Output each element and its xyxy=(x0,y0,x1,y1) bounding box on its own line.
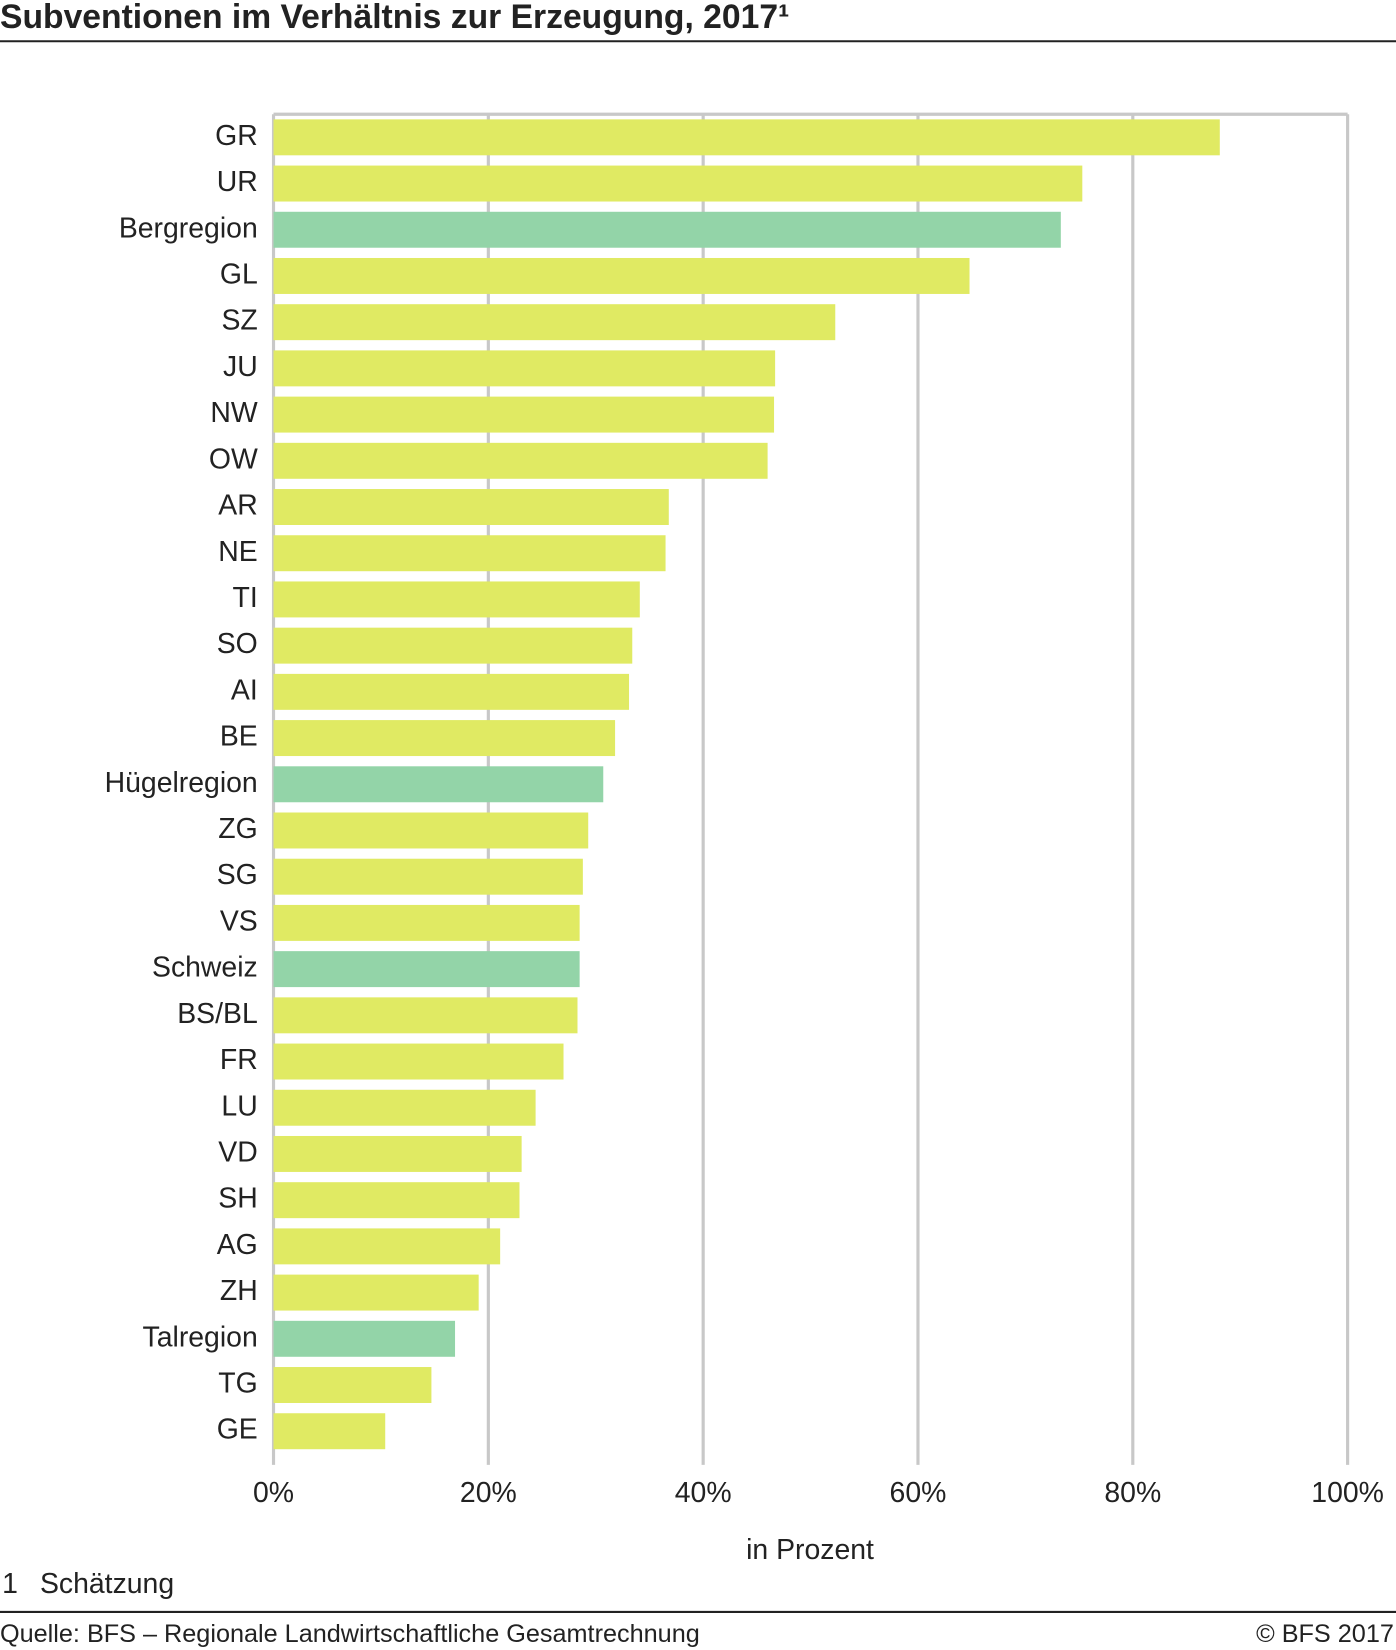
x-tick-label: 40% xyxy=(675,1477,732,1509)
bar xyxy=(273,1135,522,1172)
y-tick-label: BS/BL xyxy=(177,998,258,1030)
bar xyxy=(273,442,768,479)
x-tick-label: 100% xyxy=(1311,1477,1384,1509)
y-tick-label: UR xyxy=(217,166,258,198)
bar xyxy=(273,489,669,525)
bar xyxy=(273,257,970,294)
bar xyxy=(273,1274,479,1311)
chart-title: Subventionen im Verhältnis zur Erzeugung… xyxy=(0,0,789,36)
bar xyxy=(273,673,630,710)
y-tick-label: NE xyxy=(218,536,257,568)
bar xyxy=(273,858,583,895)
y-tick-label: NW xyxy=(210,397,257,429)
bar xyxy=(273,1320,456,1357)
footnote-marker: 1 xyxy=(2,1568,18,1600)
bar xyxy=(273,535,666,572)
bar xyxy=(273,1367,432,1403)
bar xyxy=(273,997,578,1034)
bar xyxy=(273,1089,536,1126)
copyright: © BFS 2017 xyxy=(1256,1620,1394,1648)
bar xyxy=(273,720,616,757)
y-tick-label: SZ xyxy=(221,305,257,337)
bar xyxy=(273,904,580,941)
y-tick-label: AR xyxy=(218,489,257,521)
x-tick-label: 60% xyxy=(890,1477,947,1509)
bar xyxy=(273,350,776,387)
y-tick-label: Bergregion xyxy=(119,212,258,244)
y-tick-label: AG xyxy=(217,1229,258,1261)
y-tick-label: FR xyxy=(220,1044,258,1076)
x-tick-label: 20% xyxy=(460,1477,517,1509)
y-tick-label: GR xyxy=(215,120,258,152)
y-tick-label: Talregion xyxy=(143,1321,258,1353)
y-tick-label: GE xyxy=(217,1414,258,1446)
y-tick-label: SO xyxy=(217,628,258,660)
bar xyxy=(273,1182,520,1219)
bar xyxy=(273,766,604,803)
bar xyxy=(273,396,775,433)
y-tick-label: SH xyxy=(218,1183,257,1215)
bar xyxy=(273,627,633,664)
bar xyxy=(273,304,836,341)
x-tick-label: 80% xyxy=(1104,1477,1161,1509)
bar xyxy=(273,1043,564,1080)
bar xyxy=(273,812,589,849)
y-tick-label: TG xyxy=(218,1367,257,1399)
bar xyxy=(273,951,580,988)
bar xyxy=(273,165,1083,202)
y-tick-label: Hügelregion xyxy=(105,767,258,799)
y-tick-label: JU xyxy=(223,351,258,383)
footnote: Schätzung xyxy=(40,1568,174,1600)
y-tick-label: SG xyxy=(217,859,258,891)
y-tick-label: Schweiz xyxy=(152,952,258,984)
y-tick-label: VS xyxy=(220,905,258,937)
y-tick-label: OW xyxy=(209,443,258,475)
source: Quelle: BFS – Regionale Landwirtschaftli… xyxy=(0,1620,700,1648)
y-tick-label: AI xyxy=(231,674,258,706)
y-tick-label: ZH xyxy=(220,1275,258,1307)
y-tick-label: TI xyxy=(232,582,257,614)
y-tick-label: VD xyxy=(218,1136,257,1168)
y-tick-label: LU xyxy=(221,1090,257,1122)
x-axis-label: in Prozent xyxy=(746,1534,874,1566)
bar xyxy=(273,581,640,618)
bar xyxy=(273,1228,501,1265)
y-tick-label: BE xyxy=(220,721,258,753)
bar xyxy=(273,211,1061,248)
bar xyxy=(273,119,1220,156)
y-tick-label: GL xyxy=(220,258,258,290)
x-tick-label: 0% xyxy=(253,1477,294,1509)
bar xyxy=(273,1413,386,1450)
y-tick-label: ZG xyxy=(218,813,257,845)
